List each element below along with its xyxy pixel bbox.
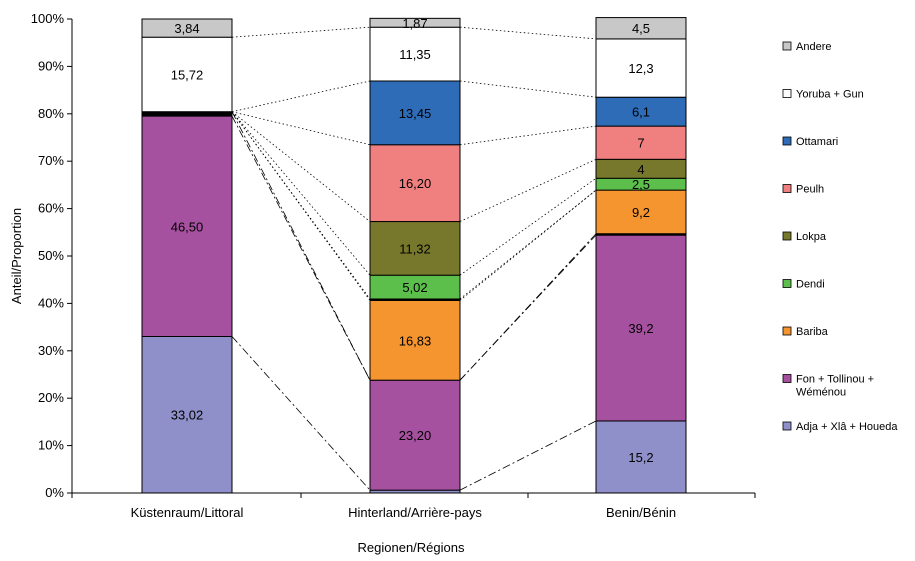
- data-label: 46,50: [171, 219, 204, 234]
- connector-line: [231, 336, 371, 491]
- bar-segment: [595, 420, 687, 494]
- connector-line: [459, 26, 597, 40]
- data-label: 5,02: [402, 280, 427, 295]
- bar-segment: [141, 36, 233, 113]
- bar-segment: [369, 26, 461, 82]
- bars: 33,02 46,50 15,72 3,84 23,20 16,83 5,02 11,32 16…: [141, 16, 687, 494]
- data-label: 39,2: [628, 321, 653, 336]
- data-label: 13,45: [399, 106, 432, 121]
- legend-label: Fon + Tollinou + Wéménou: [796, 374, 874, 399]
- data-label: 33,02: [171, 408, 204, 423]
- connector-line: [459, 233, 597, 381]
- data-label: 15,72: [171, 67, 204, 82]
- legend-label: Lokpa: [796, 231, 827, 243]
- connector-line: [231, 26, 371, 38]
- data-label: 23,20: [399, 428, 432, 443]
- legend-swatch: [782, 374, 792, 383]
- data-label: 15,2: [628, 450, 653, 465]
- x-tick-label: Küstenraum/Littoral: [131, 505, 244, 520]
- legend-swatch: [782, 136, 792, 146]
- connector-line: [231, 111, 371, 300]
- bar-segment: [595, 125, 687, 160]
- legend-label: Dendi: [796, 279, 825, 291]
- x-axis: Küstenraum/Littoral Hinterland/Arrière-pa…: [71, 492, 756, 520]
- y-tick-label: 20%: [38, 390, 64, 405]
- data-label: 6,1: [632, 105, 650, 120]
- legend-label: Yoruba + Gun: [796, 89, 864, 101]
- data-label: 11,35: [399, 47, 431, 62]
- connector-line: [231, 111, 371, 301]
- legend-swatch: [782, 41, 792, 51]
- connector-line: [459, 158, 597, 222]
- bar-segment: [141, 335, 233, 494]
- data-label: 7: [637, 136, 644, 151]
- legend-swatch: [782, 231, 792, 241]
- legend-swatch: [782, 89, 792, 98]
- bar-segment: [595, 17, 687, 40]
- legend: Andere Yoruba + Gun Ottamari Peulh Lokpa Dend…: [782, 41, 898, 433]
- legend-swatch: [782, 421, 792, 431]
- x-tick-label: Hinterland/Arrière-pays: [348, 505, 482, 520]
- legend-swatch: [782, 326, 792, 336]
- data-label: 3,84: [174, 21, 199, 36]
- bar-segment: [141, 18, 233, 38]
- bar-segment: [595, 234, 687, 422]
- data-label: 4,5: [632, 21, 650, 36]
- data-label: 4: [637, 162, 644, 177]
- y-axis-title: Anteil/Proportion: [9, 208, 24, 304]
- y-tick-label: 0%: [45, 485, 64, 500]
- y-tick-label: 30%: [38, 343, 64, 358]
- connector-line: [231, 111, 371, 276]
- legend-label: Adja + Xlâ + Houeda: [796, 421, 898, 433]
- connector-line: [231, 115, 371, 381]
- connector-line: [231, 111, 371, 222]
- connector-line: [459, 189, 597, 300]
- legend-swatch: [782, 184, 792, 193]
- legend-swatch: [782, 279, 792, 288]
- y-tick-label: 100%: [31, 11, 65, 26]
- y-tick-label: 70%: [38, 153, 64, 168]
- data-label: 9,2: [632, 205, 650, 220]
- connector-line: [459, 189, 597, 301]
- bar-segment: [141, 115, 233, 337]
- connector-line: [459, 177, 597, 276]
- y-tick-label: 50%: [38, 248, 64, 263]
- connector-line: [459, 125, 597, 146]
- bar-segment: [595, 96, 687, 127]
- connector-line: [459, 80, 597, 98]
- legend-label: Bariba: [796, 326, 829, 338]
- bar-segment: [141, 111, 233, 117]
- legend-label: Andere: [796, 41, 831, 53]
- connector-line: [231, 80, 371, 113]
- y-tick-label: 80%: [38, 106, 64, 121]
- bar-segment: [369, 144, 461, 223]
- data-label: 2,5: [632, 177, 650, 192]
- connector-line: [231, 111, 371, 381]
- x-tick-label: Benin/Bénin: [606, 505, 676, 520]
- y-axis: 0% 10% 20% 30% 40% 50% 60% 70% 80% 90% 100%: [31, 11, 73, 500]
- connector-line: [231, 111, 371, 146]
- x-axis-title: Regionen/Régions: [358, 540, 465, 555]
- data-label: 1,87: [402, 16, 427, 31]
- connector-lines: [231, 26, 597, 491]
- data-label: 11,32: [399, 241, 431, 256]
- bar-segment: [369, 299, 461, 381]
- bar-segment: [369, 17, 461, 28]
- data-label: 16,20: [399, 176, 432, 191]
- data-label: 12,3: [628, 61, 653, 76]
- connector-line: [459, 234, 597, 381]
- bar-segment: [369, 80, 461, 146]
- legend-label: Ottamari: [796, 136, 838, 148]
- connector-line: [459, 420, 597, 491]
- y-tick-label: 90%: [38, 58, 64, 73]
- data-label: 16,83: [399, 333, 432, 348]
- y-tick-label: 40%: [38, 295, 64, 310]
- legend-label: Peulh: [796, 184, 824, 196]
- y-tick-label: 60%: [38, 201, 64, 216]
- y-tick-label: 10%: [38, 438, 64, 453]
- bar-segment: [595, 189, 687, 235]
- bar-segment: [369, 379, 461, 491]
